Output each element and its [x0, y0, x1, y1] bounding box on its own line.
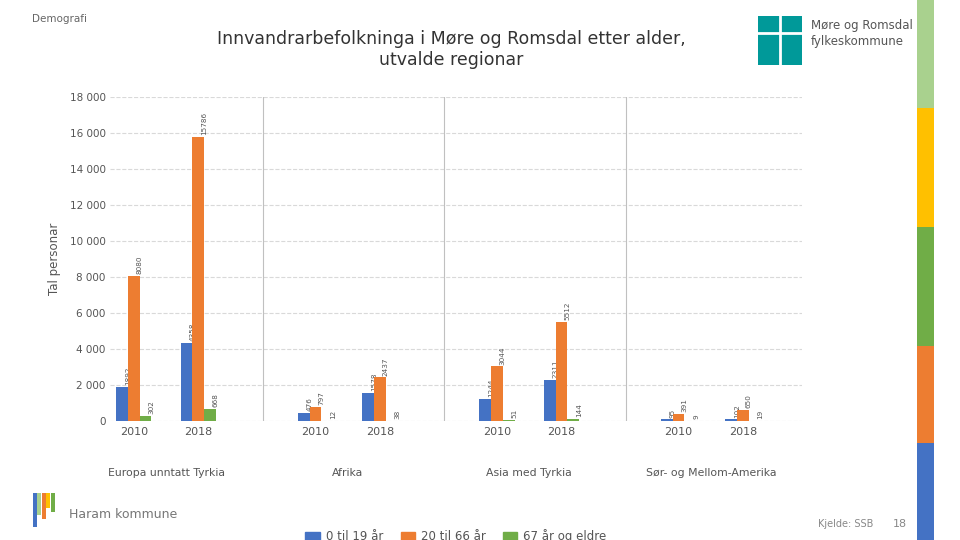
Text: 2311: 2311 [553, 359, 559, 378]
Text: 476: 476 [306, 397, 313, 411]
Text: 51: 51 [512, 409, 517, 418]
Text: Europa unntatt Tyrkia: Europa unntatt Tyrkia [108, 468, 225, 478]
Bar [362, 393, 374, 421]
Bar [737, 409, 749, 421]
Bar [51, 493, 55, 511]
Text: 19: 19 [757, 410, 763, 419]
Bar [204, 409, 216, 421]
Bar [544, 380, 556, 421]
Bar [41, 493, 46, 519]
Text: 302: 302 [149, 400, 155, 414]
Bar [180, 343, 192, 421]
Bar [479, 399, 492, 421]
Text: 1244: 1244 [488, 379, 494, 397]
Text: 95: 95 [670, 408, 676, 418]
Bar [140, 416, 152, 421]
Text: 1578: 1578 [371, 373, 377, 391]
Bar [46, 493, 50, 508]
Text: Innvandrarbefolkninga i Møre og Romsdal etter alder,: Innvandrarbefolkninga i Møre og Romsdal … [217, 30, 685, 48]
Text: 18: 18 [893, 519, 907, 529]
Bar [128, 276, 140, 421]
Text: 38: 38 [395, 409, 400, 418]
Bar [726, 420, 737, 421]
Bar [374, 377, 386, 421]
Text: 5512: 5512 [564, 302, 570, 320]
Text: Afrika: Afrika [332, 468, 363, 478]
Bar [116, 387, 128, 421]
Text: Demografi: Demografi [32, 14, 86, 24]
Y-axis label: Tal personar: Tal personar [48, 223, 61, 295]
Text: 102: 102 [734, 404, 740, 417]
Text: 3044: 3044 [500, 346, 506, 364]
Text: 668: 668 [213, 394, 219, 407]
Text: fylkeskommune: fylkeskommune [811, 35, 904, 48]
Bar [673, 414, 684, 421]
Text: Møre og Romsdal: Møre og Romsdal [811, 19, 913, 32]
Text: 8080: 8080 [136, 255, 143, 274]
Bar [33, 493, 36, 526]
Text: utvalde regionar: utvalde regionar [379, 51, 523, 69]
Text: Kjelde: SSB: Kjelde: SSB [818, 519, 874, 529]
Bar [567, 418, 579, 421]
Text: 391: 391 [682, 399, 687, 413]
Bar [661, 420, 673, 421]
Bar [309, 407, 322, 421]
Text: 797: 797 [319, 391, 324, 405]
Text: 15786: 15786 [202, 112, 207, 135]
Text: 12: 12 [330, 410, 336, 419]
Bar [298, 413, 309, 421]
Text: Haram kommune: Haram kommune [69, 508, 178, 521]
Text: Asia med Tyrkia: Asia med Tyrkia [487, 468, 572, 478]
Text: 9: 9 [693, 415, 699, 419]
Bar [503, 420, 515, 421]
Bar [492, 367, 503, 421]
Bar [556, 322, 567, 421]
Legend: 0 til 19 år, 20 til 66 år, 67 år og eldre: 0 til 19 år, 20 til 66 år, 67 år og eldr… [300, 524, 612, 540]
Text: 650: 650 [746, 394, 752, 408]
Text: 4358: 4358 [189, 322, 196, 341]
Text: 2437: 2437 [383, 357, 389, 375]
Text: 1892: 1892 [125, 367, 131, 386]
Bar [37, 493, 41, 515]
Text: Sør- og Mellom-Amerika: Sør- og Mellom-Amerika [645, 468, 776, 478]
Text: 144: 144 [576, 403, 582, 417]
Bar [192, 137, 204, 421]
